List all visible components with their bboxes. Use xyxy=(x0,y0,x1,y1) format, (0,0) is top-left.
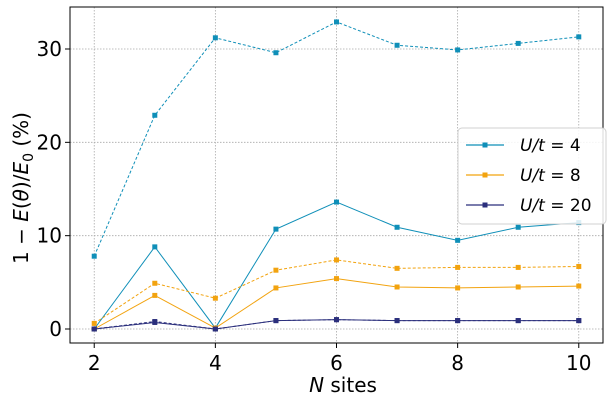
data-point xyxy=(394,284,400,290)
data-point xyxy=(152,292,158,298)
data-point xyxy=(212,295,218,301)
legend-label: U/t = 20 xyxy=(520,196,592,216)
legend-label: U/t = 8 xyxy=(520,166,581,186)
data-point xyxy=(91,253,97,259)
data-point xyxy=(515,224,521,230)
data-point xyxy=(455,318,461,324)
data-point xyxy=(91,326,97,332)
x-axis-label: N sites xyxy=(309,373,377,397)
tick-marks xyxy=(65,48,580,348)
data-point xyxy=(334,317,339,323)
data-point xyxy=(212,326,218,332)
tick-labels: 2 4 6 8 10 0 10 20 30 xyxy=(37,37,592,375)
data-point xyxy=(515,40,521,46)
legend-marker xyxy=(482,202,488,208)
x-tick-label: 4 xyxy=(209,351,222,375)
series-line-2 xyxy=(93,259,579,324)
data-point xyxy=(152,244,158,250)
data-point xyxy=(152,280,158,286)
data-point xyxy=(576,263,582,269)
data-point xyxy=(273,318,279,324)
data-point xyxy=(152,319,158,325)
legend: U/t = 4 U/t = 8 U/t = 20 xyxy=(457,127,607,225)
data-point xyxy=(455,285,461,291)
data-point xyxy=(394,42,400,48)
data-point xyxy=(394,318,400,324)
y-tick-label: 30 xyxy=(37,37,62,61)
data-point xyxy=(273,50,279,56)
y-axis-label: 1 − E(θ)/E0 (%) xyxy=(9,112,37,264)
legend-marker xyxy=(482,172,488,178)
legend-box xyxy=(457,127,607,225)
y-tick-label: 20 xyxy=(37,130,62,154)
series-group xyxy=(91,19,582,332)
data-point xyxy=(394,224,400,230)
data-point xyxy=(394,265,400,271)
data-point xyxy=(91,320,97,326)
x-tick-label: 8 xyxy=(451,351,464,375)
data-point xyxy=(273,285,279,291)
data-point xyxy=(334,199,339,205)
legend-marker xyxy=(482,142,488,148)
x-tick-label: 6 xyxy=(330,351,343,375)
data-point xyxy=(212,35,218,41)
y-tick-label: 10 xyxy=(37,224,62,248)
data-point xyxy=(152,112,158,118)
x-tick-label: 10 xyxy=(566,351,591,375)
data-point xyxy=(515,284,521,290)
data-point xyxy=(576,318,582,324)
data-point xyxy=(455,237,461,243)
data-point xyxy=(515,264,521,270)
data-point xyxy=(334,257,339,263)
data-point xyxy=(455,264,461,270)
legend-label: U/t = 4 xyxy=(520,136,581,156)
data-point xyxy=(273,226,279,232)
data-point xyxy=(576,34,582,40)
data-point xyxy=(576,283,582,289)
data-point xyxy=(273,267,279,273)
y-tick-label: 0 xyxy=(49,317,62,341)
data-point xyxy=(334,276,339,282)
x-tick-label: 2 xyxy=(88,351,101,375)
data-point xyxy=(334,19,339,25)
data-point xyxy=(455,47,461,53)
data-point xyxy=(515,318,521,324)
